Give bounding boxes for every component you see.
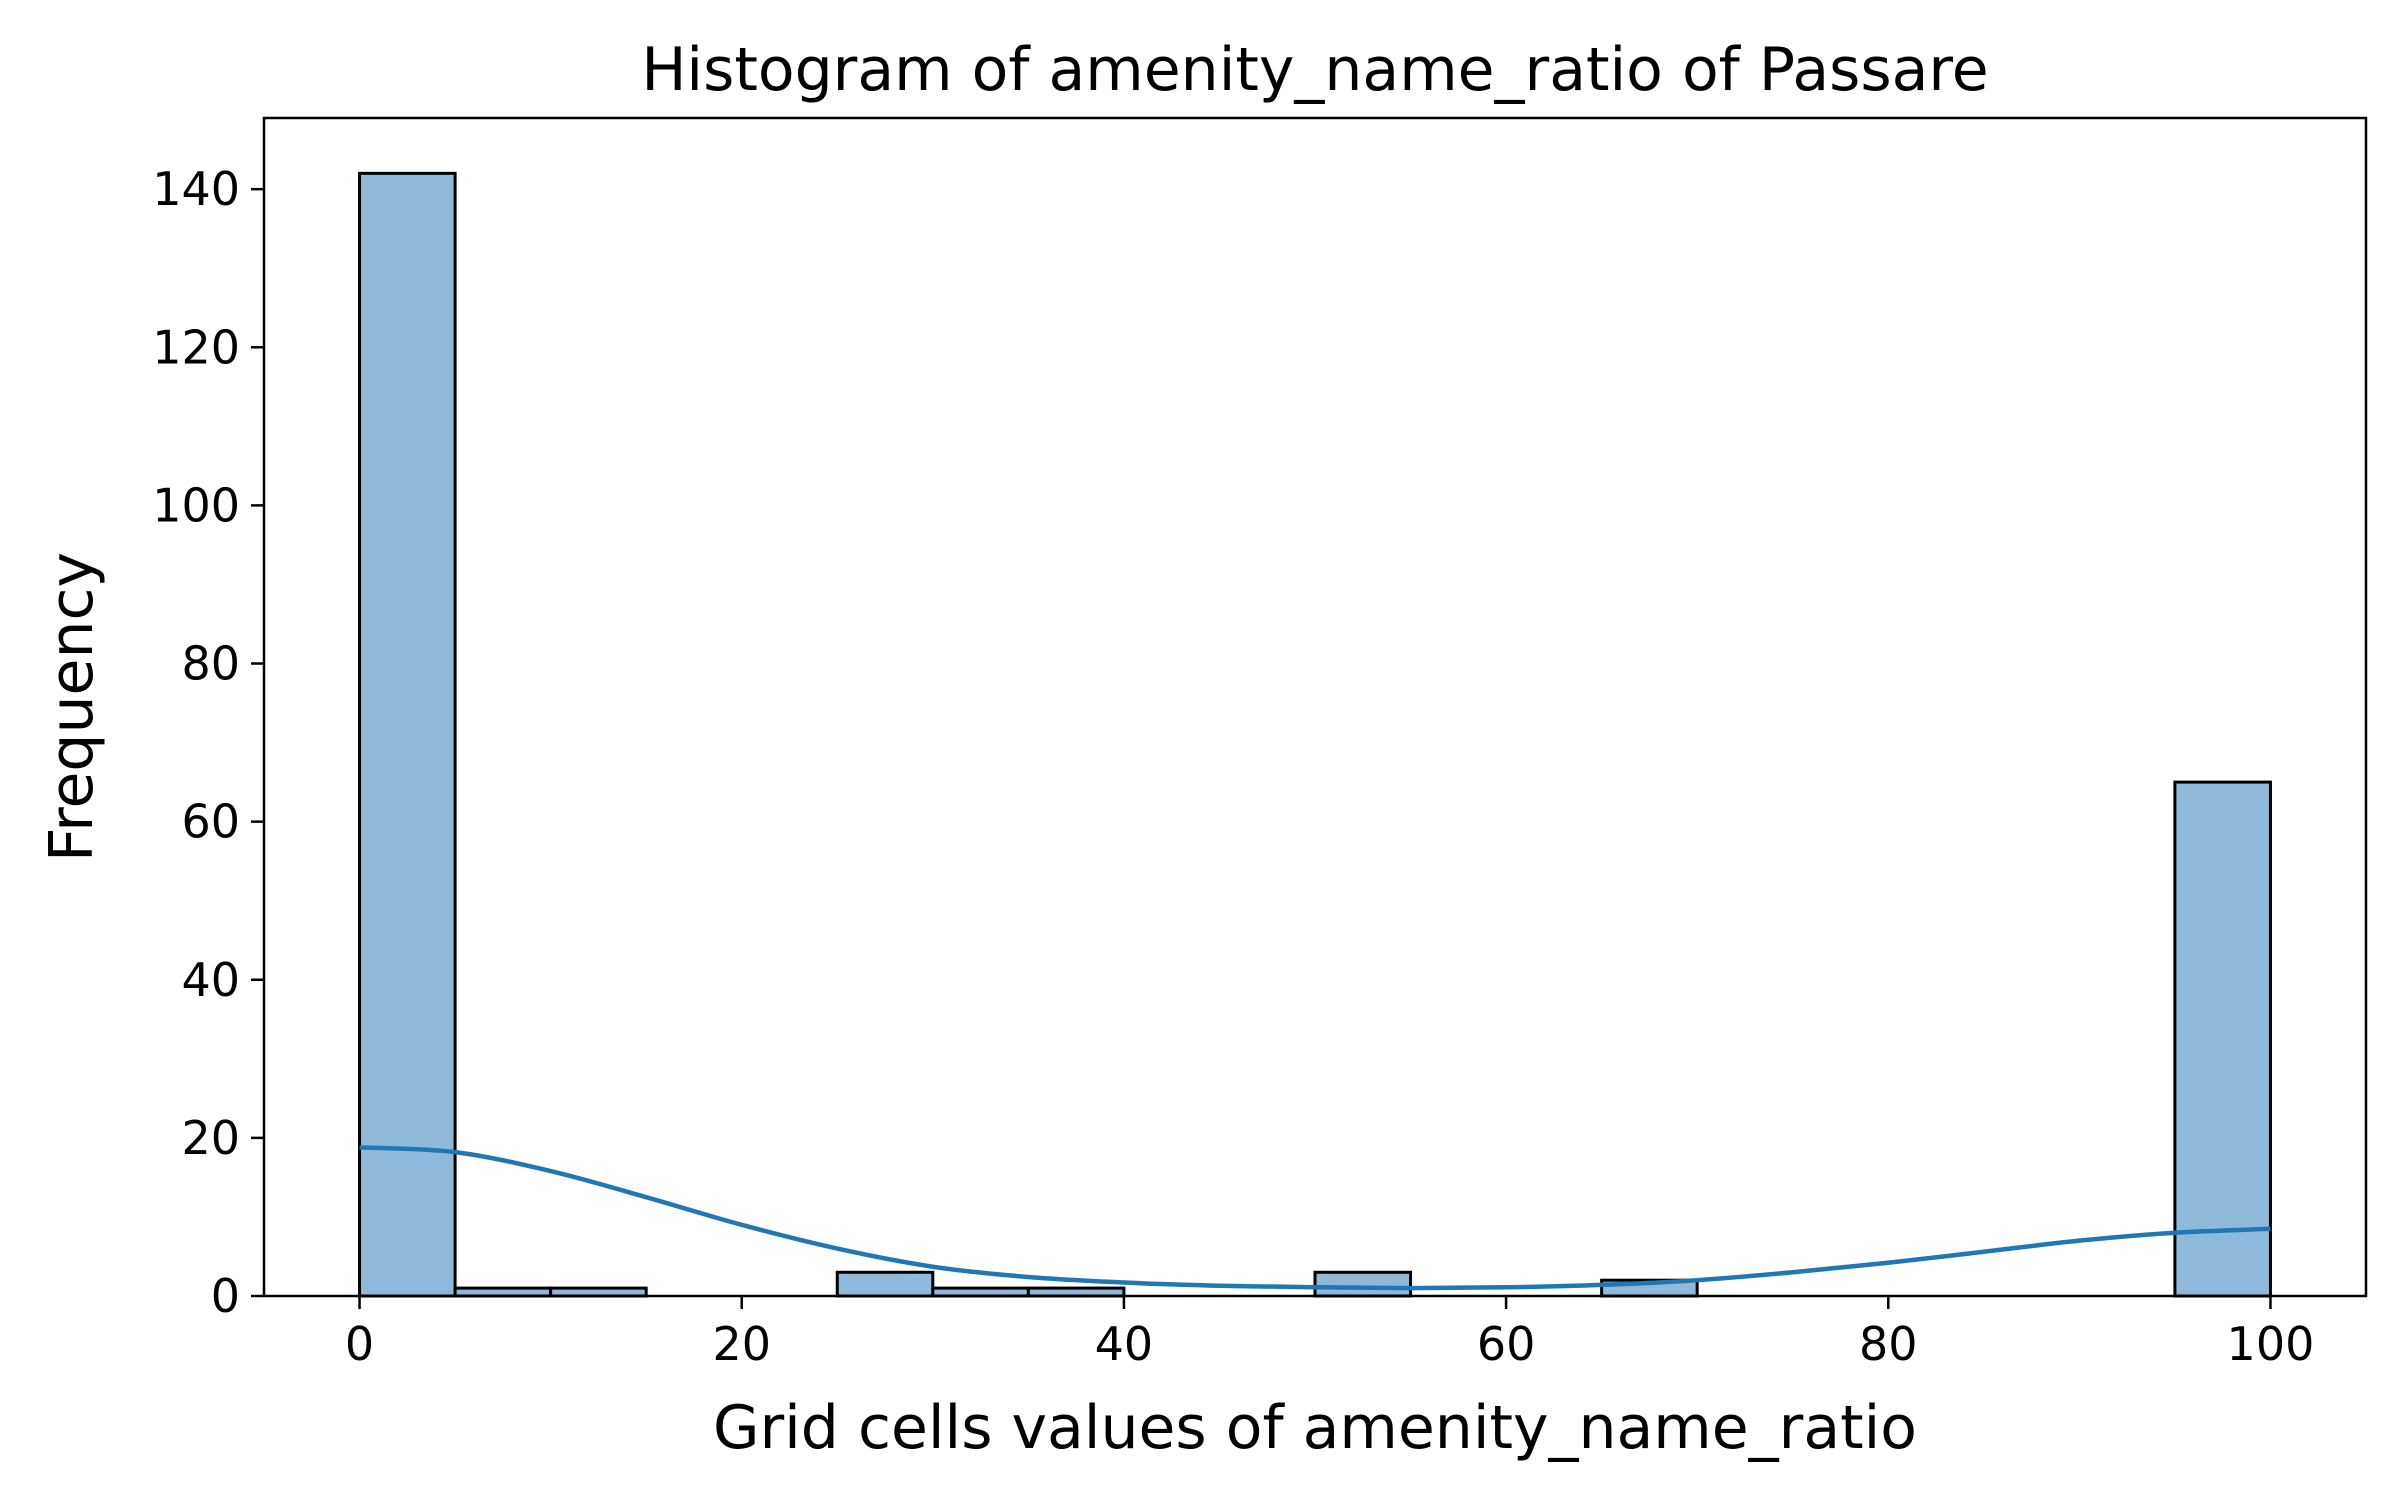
plot-area-frame [262,116,2368,1298]
histogram-bar [835,1270,935,1298]
histogram-bar [358,171,457,1298]
x-axis-ticks: 0 20 40 60 80 100 [345,1296,2314,1371]
y-tick-label: 20 [181,1111,240,1165]
x-tick-label: 80 [1859,1317,1918,1371]
y-tick-label: 140 [152,162,240,216]
y-tick-label: 0 [211,1269,240,1323]
y-tick-label: 40 [181,953,240,1007]
x-axis-label: Grid cells values of amenity_name_ratio [713,1393,1917,1463]
y-tick-label: 80 [181,637,240,691]
y-tick-label: 120 [152,320,240,374]
x-tick-label: 100 [2227,1317,2315,1371]
y-tick-label: 60 [181,795,240,849]
x-tick-label: 20 [712,1317,771,1371]
x-tick-label: 40 [1095,1317,1154,1371]
y-tick-label: 100 [152,478,240,532]
histogram-bar [2173,780,2272,1298]
histogram-bar [1313,1270,1413,1298]
x-tick-label: 60 [1477,1317,1536,1371]
y-axis-ticks: 0 20 40 60 80 100 120 140 [152,162,264,1323]
y-axis-label: Frequency [37,552,107,862]
chart-title: Histogram of amenity_name_ratio of Passa… [641,35,1988,105]
kde-curve [359,1145,2271,1291]
x-tick-label: 0 [345,1317,374,1371]
bars-group [358,171,2272,1298]
